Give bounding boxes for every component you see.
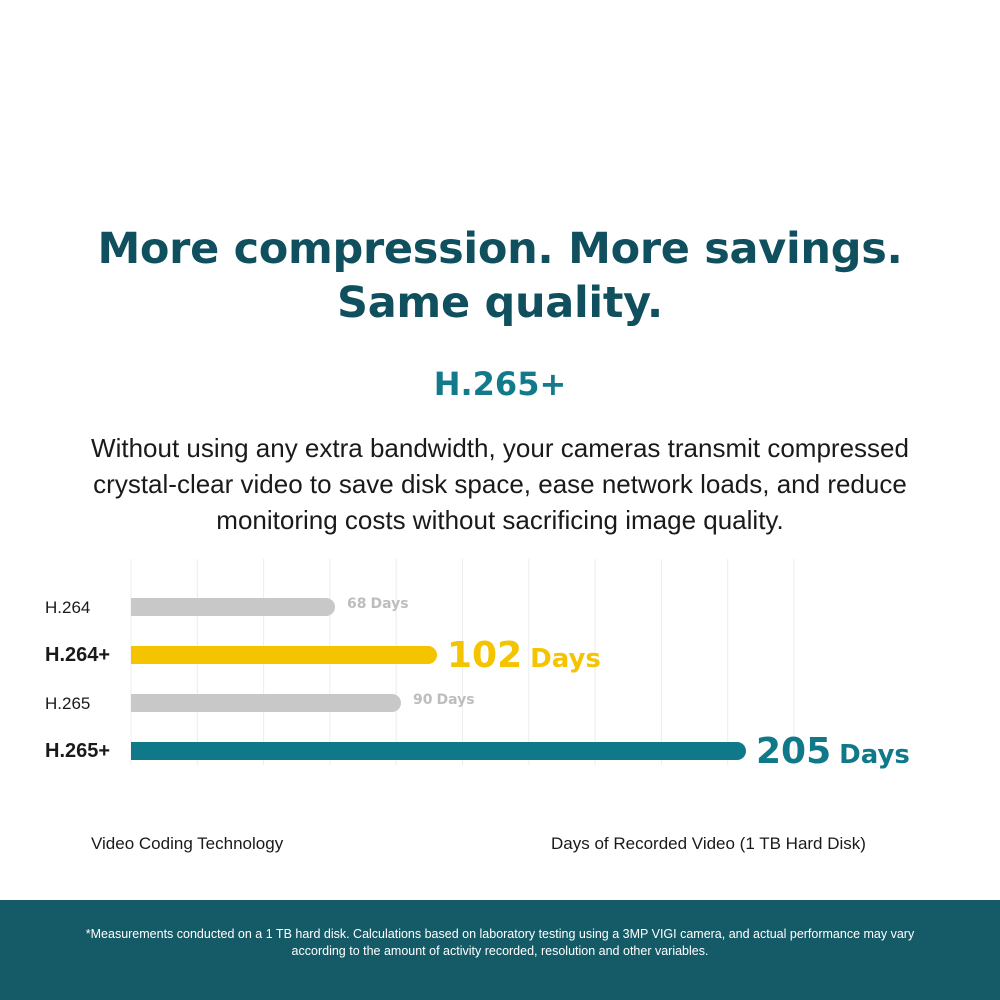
category-label: H.264+ — [45, 644, 110, 666]
category-label: H.265+ — [45, 740, 110, 762]
headline-line-2: Same quality. — [337, 278, 663, 328]
category-label: H.264 — [45, 598, 90, 617]
value-number: 205 — [756, 731, 831, 772]
description-line-2: crystal-clear video to save disk space, … — [93, 469, 907, 499]
bars — [131, 598, 746, 760]
value-unit: Days — [436, 692, 474, 708]
description: Without using any extra bandwidth, your … — [40, 430, 960, 538]
x-axis-title: Days of Recorded Video (1 TB Hard Disk) — [551, 834, 866, 853]
category-label: H.265 — [45, 694, 90, 713]
bar — [131, 598, 335, 616]
bar — [131, 646, 437, 664]
headline-line-1: More compression. More savings. — [97, 224, 903, 274]
value-number: 68 — [347, 596, 366, 612]
headline: More compression. More savings. Same qua… — [0, 222, 1000, 330]
value-unit: Days — [839, 740, 910, 770]
description-line-3: monitoring costs without sacrificing ima… — [216, 505, 784, 535]
value-number: 90 — [413, 692, 433, 708]
value-number: 102 — [447, 635, 522, 676]
footnote: *Measurements conducted on a 1 TB hard d… — [60, 926, 940, 960]
value-label: 90 Days — [413, 692, 475, 708]
value-label: 68 Days — [347, 596, 409, 612]
value-label: 205 Days — [756, 731, 910, 772]
value-label: 102 Days — [447, 635, 601, 676]
value-unit: Days — [370, 596, 408, 612]
footer: *Measurements conducted on a 1 TB hard d… — [0, 900, 1000, 1000]
y-axis-title: Video Coding Technology — [91, 834, 284, 853]
description-line-1: Without using any extra bandwidth, your … — [91, 433, 909, 463]
bar — [131, 742, 746, 760]
footnote-line-1: *Measurements conducted on a 1 TB hard d… — [85, 927, 915, 941]
subtitle: H.265+ — [433, 365, 567, 403]
bar — [131, 694, 401, 712]
footnote-line-2: according to the amount of activity reco… — [291, 944, 709, 958]
value-unit: Days — [530, 644, 601, 674]
